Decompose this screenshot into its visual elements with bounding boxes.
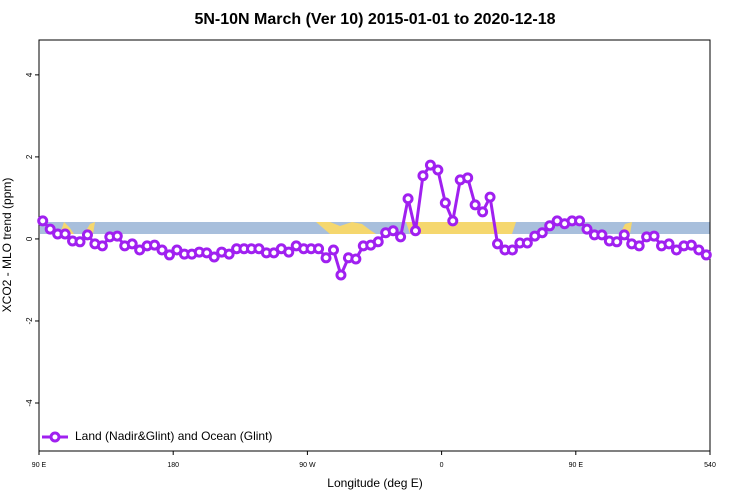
point (395, 231, 407, 243)
point (633, 240, 645, 252)
x-tick-label: 90 E (569, 462, 584, 469)
point (335, 269, 347, 281)
point (596, 229, 608, 241)
point (327, 244, 339, 256)
point (648, 230, 660, 242)
point (618, 229, 630, 241)
point (700, 249, 712, 261)
point (320, 252, 332, 264)
point (149, 239, 161, 251)
point (111, 230, 123, 242)
y-tick-label: 4 (25, 72, 34, 77)
point (44, 223, 56, 235)
point (402, 193, 414, 205)
point (163, 249, 175, 261)
point (372, 236, 384, 248)
point (410, 225, 422, 237)
point (417, 170, 429, 182)
y-tick-label: -4 (25, 399, 34, 407)
point (521, 237, 533, 249)
point (387, 225, 399, 237)
y-axis-label: XCO2 - MLO trend (ppm) (0, 178, 14, 313)
point (544, 220, 556, 232)
point (424, 159, 436, 171)
legend-marker (49, 431, 61, 443)
point (208, 251, 220, 263)
point (469, 199, 481, 211)
point (447, 215, 459, 227)
series-line (41, 163, 708, 280)
plot-frame (38, 39, 711, 452)
point (439, 197, 451, 209)
land (316, 222, 376, 234)
chart-title: 5N-10N March (Ver 10) 2015-01-01 to 2020… (194, 11, 555, 28)
point (96, 240, 108, 252)
x-tick-label: 90 W (299, 462, 316, 469)
point (462, 172, 474, 184)
x-tick-label: 90 E (32, 462, 47, 469)
point (506, 244, 518, 256)
point (81, 229, 93, 241)
x-tick-label: 540 (704, 462, 716, 469)
x-axis-label: Longitude (deg E) (327, 476, 422, 490)
point (484, 191, 496, 203)
point (313, 243, 325, 255)
point (37, 215, 49, 227)
point (126, 238, 138, 250)
ocean-band (40, 222, 710, 234)
point (693, 244, 705, 256)
x-tick-label: 180 (167, 462, 179, 469)
point (611, 236, 623, 248)
point (581, 223, 593, 235)
point (536, 227, 548, 239)
point (492, 238, 504, 250)
map-strip (40, 222, 710, 234)
point (74, 236, 86, 248)
y-tick-label: 2 (25, 154, 34, 159)
y-tick-label: -2 (25, 317, 34, 325)
point (477, 206, 489, 218)
point (685, 239, 697, 251)
land (406, 222, 516, 234)
point (223, 248, 235, 260)
point (283, 246, 295, 258)
y-tick-label: 0 (25, 236, 34, 241)
point (574, 215, 586, 227)
x-tick-label: 0 (440, 462, 444, 469)
point (350, 253, 362, 265)
point (432, 164, 444, 176)
point (156, 244, 168, 256)
point (663, 238, 675, 250)
point (59, 228, 71, 240)
legend: Land (Nadir&Glint) and Ocean (Glint) (42, 429, 272, 443)
legend-label: Land (Nadir&Glint) and Ocean (Glint) (75, 429, 272, 443)
